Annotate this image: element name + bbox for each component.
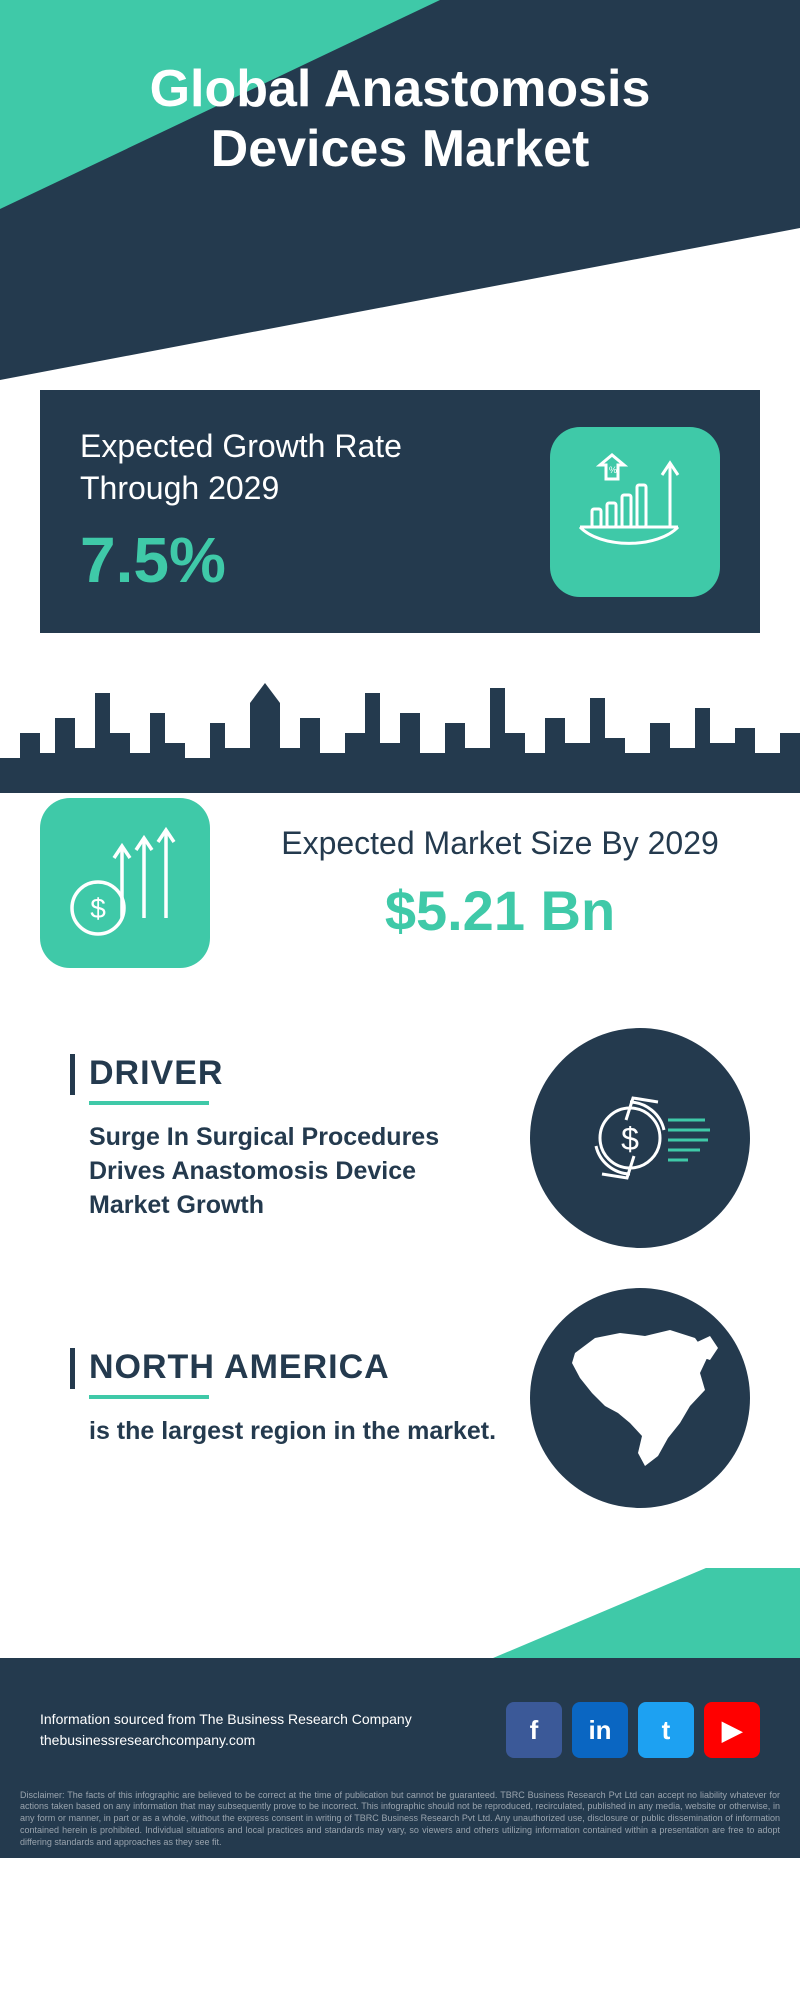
twitter-icon[interactable]: t [638,1702,694,1758]
skyline-divider [0,663,800,793]
svg-text:$: $ [90,893,106,924]
growth-chart-icon: % [550,427,720,597]
footer-content: Information sourced from The Business Re… [0,1702,800,1758]
growth-rate-section: Expected Growth Rate Through 2029 7.5% [0,380,800,663]
growth-rate-text: Expected Growth Rate Through 2029 7.5% [80,426,520,597]
social-icons: fint▶ [506,1702,760,1758]
region-section: NORTH AMERICA is the largest region in t… [0,1268,800,1528]
market-size-value: $5.21 Bn [240,878,760,943]
footer: Information sourced from The Business Re… [0,1568,800,1858]
infographic-root: Global Anastomosis Devices Market Expect… [0,0,800,1858]
market-size-text: Expected Market Size By 2029 $5.21 Bn [240,823,760,944]
growth-rate-label: Expected Growth Rate Through 2029 [80,426,520,509]
driver-section: DRIVER Surge In Surgical Procedures Driv… [0,1008,800,1268]
youtube-icon[interactable]: ▶ [704,1702,760,1758]
growth-rate-card: Expected Growth Rate Through 2029 7.5% [40,390,760,633]
driver-body: Surge In Surgical Procedures Drives Anas… [70,1121,500,1222]
region-text: NORTH AMERICA is the largest region in t… [70,1348,500,1449]
header: Global Anastomosis Devices Market [0,0,800,380]
driver-underline [89,1101,209,1105]
market-size-label: Expected Market Size By 2029 [240,823,760,865]
driver-text: DRIVER Surge In Surgical Procedures Driv… [70,1054,500,1222]
page-title: Global Anastomosis Devices Market [0,60,800,180]
region-title: NORTH AMERICA [70,1348,500,1389]
linkedin-icon[interactable]: in [572,1702,628,1758]
north-america-map-icon [530,1288,750,1508]
growth-rate-value: 7.5% [80,523,520,597]
source-line-2: thebusinessresearchcompany.com [40,1730,412,1751]
footer-source: Information sourced from The Business Re… [40,1709,412,1751]
facebook-icon[interactable]: f [506,1702,562,1758]
dollar-cycle-icon: $ [530,1028,750,1248]
source-line-1: Information sourced from The Business Re… [40,1709,412,1730]
region-underline [89,1395,209,1399]
market-size-section: $ Expected Market Size By 2029 $5.21 Bn [0,798,800,1008]
disclaimer-text: Disclaimer: The facts of this infographi… [0,1790,800,1848]
dollar-arrows-icon: $ [40,798,210,968]
region-body: is the largest region in the market. [70,1415,500,1449]
driver-title: DRIVER [70,1054,500,1095]
svg-text:$: $ [621,1121,639,1157]
svg-text:%: % [609,465,617,475]
